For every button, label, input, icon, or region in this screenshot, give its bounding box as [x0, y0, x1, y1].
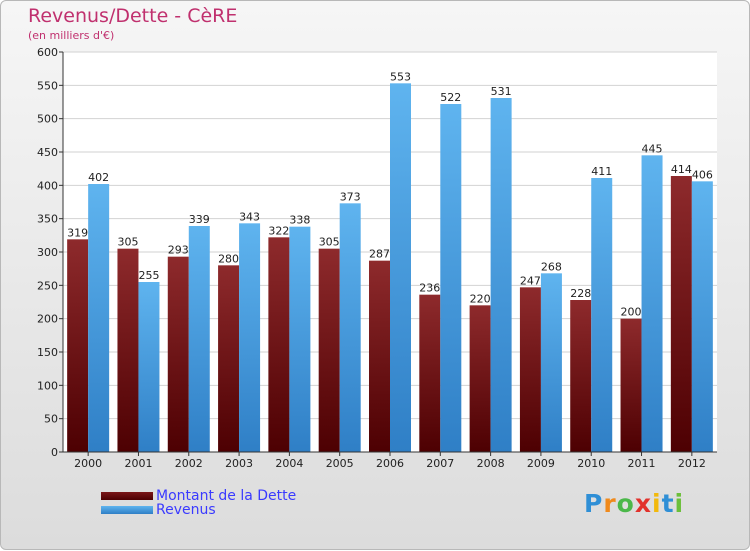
logo-letter: r [603, 489, 617, 518]
x-tick-label: 2006 [376, 457, 404, 470]
data-label-debt: 414 [671, 163, 692, 176]
x-tick-label: 2005 [326, 457, 354, 470]
data-label-revenue: 402 [88, 171, 109, 184]
y-tick-label: 250 [37, 279, 58, 292]
data-label-revenue: 553 [390, 70, 411, 83]
logo-letter: P [584, 489, 604, 518]
bar-debt [369, 260, 390, 452]
data-label-debt: 280 [218, 252, 239, 265]
x-tick-label: 2008 [477, 457, 505, 470]
bar-debt [570, 300, 592, 452]
bar-debt [117, 248, 139, 452]
bar-revenue [88, 184, 110, 452]
x-tick-label: 2011 [628, 457, 656, 470]
logo-letter: i [674, 489, 685, 518]
bar-debt [318, 248, 340, 452]
bar-revenue [490, 98, 512, 452]
x-tick-label: 2012 [678, 457, 706, 470]
bar-revenue [239, 223, 261, 452]
legend-swatch-debt [101, 492, 153, 500]
x-tick-label: 2002 [175, 457, 203, 470]
data-label-revenue: 343 [239, 210, 260, 223]
data-label-debt: 228 [570, 287, 591, 300]
data-label-revenue: 338 [289, 214, 310, 227]
data-label-revenue: 531 [491, 85, 512, 98]
proxiti-logo: Proxiti [584, 489, 684, 518]
x-tick-label: 2001 [124, 457, 152, 470]
y-tick-label: 100 [37, 379, 58, 392]
bar-debt [469, 305, 491, 452]
bar-revenue [591, 178, 613, 452]
data-label-debt: 287 [369, 248, 390, 261]
data-label-debt: 200 [621, 306, 642, 319]
y-tick-label: 200 [37, 313, 58, 326]
bar-revenue [440, 104, 462, 452]
y-tick-label: 400 [37, 179, 58, 192]
x-tick-label: 2009 [527, 457, 555, 470]
bar-debt [218, 265, 240, 452]
data-label-debt: 305 [117, 236, 138, 249]
bar-revenue [641, 155, 663, 453]
data-label-debt: 247 [520, 274, 541, 287]
data-label-revenue: 406 [692, 168, 713, 181]
bar-revenue [339, 203, 361, 452]
bar-revenue [138, 282, 160, 452]
logo-letter: x [634, 489, 652, 518]
x-tick-label: 2003 [225, 457, 253, 470]
y-tick-label: 0 [51, 446, 58, 459]
y-tick-label: 450 [37, 146, 58, 159]
data-label-debt: 236 [419, 282, 440, 295]
legend-item-debt: Montant de la Dette [101, 488, 297, 504]
logo-letter: t [661, 489, 675, 518]
x-tick-label: 2004 [275, 457, 303, 470]
x-tick-label: 2010 [577, 457, 605, 470]
logo-letter: i [652, 489, 662, 518]
x-tick-label: 2000 [74, 457, 102, 470]
data-label-revenue: 268 [541, 260, 562, 273]
chart-title: Revenus/Dette - CèRE [28, 5, 238, 27]
bar-debt [620, 318, 642, 452]
legend-label-revenue: Revenus [156, 502, 216, 518]
bar-debt [419, 294, 441, 452]
data-label-debt: 322 [268, 224, 289, 237]
logo-letter: o [616, 489, 635, 518]
y-tick-label: 150 [37, 346, 58, 359]
bar-debt [167, 256, 189, 452]
data-label-debt: 319 [67, 226, 88, 239]
bar-revenue [188, 226, 210, 452]
legend-swatch-revenue [101, 506, 153, 514]
y-tick-label: 550 [37, 79, 58, 92]
chart-subtitle: (en milliers d'€) [28, 29, 115, 42]
y-tick-label: 350 [37, 213, 58, 226]
data-label-revenue: 255 [138, 269, 159, 282]
bar-revenue [691, 181, 713, 453]
data-label-debt: 305 [319, 236, 340, 249]
x-tick-label: 2007 [426, 457, 454, 470]
data-label-revenue: 522 [440, 91, 461, 104]
bar-revenue [289, 226, 311, 452]
data-label-revenue: 339 [189, 213, 210, 226]
data-label-revenue: 373 [340, 190, 361, 203]
legend-item-revenue: Revenus [101, 502, 216, 518]
bar-revenue [390, 83, 411, 452]
legend-label-debt: Montant de la Dette [156, 488, 297, 504]
data-label-debt: 220 [470, 292, 491, 305]
bar-debt [519, 287, 541, 452]
data-label-revenue: 411 [591, 165, 612, 178]
y-tick-label: 300 [37, 246, 58, 259]
data-label-debt: 293 [168, 244, 189, 257]
y-tick-label: 500 [37, 113, 58, 126]
bar-debt [268, 237, 290, 452]
data-label-revenue: 445 [642, 142, 663, 155]
bar-revenue [540, 273, 562, 452]
y-tick-label: 50 [44, 413, 58, 426]
bar-debt [670, 176, 692, 452]
y-tick-label: 600 [37, 46, 58, 59]
bar-debt [67, 239, 89, 452]
